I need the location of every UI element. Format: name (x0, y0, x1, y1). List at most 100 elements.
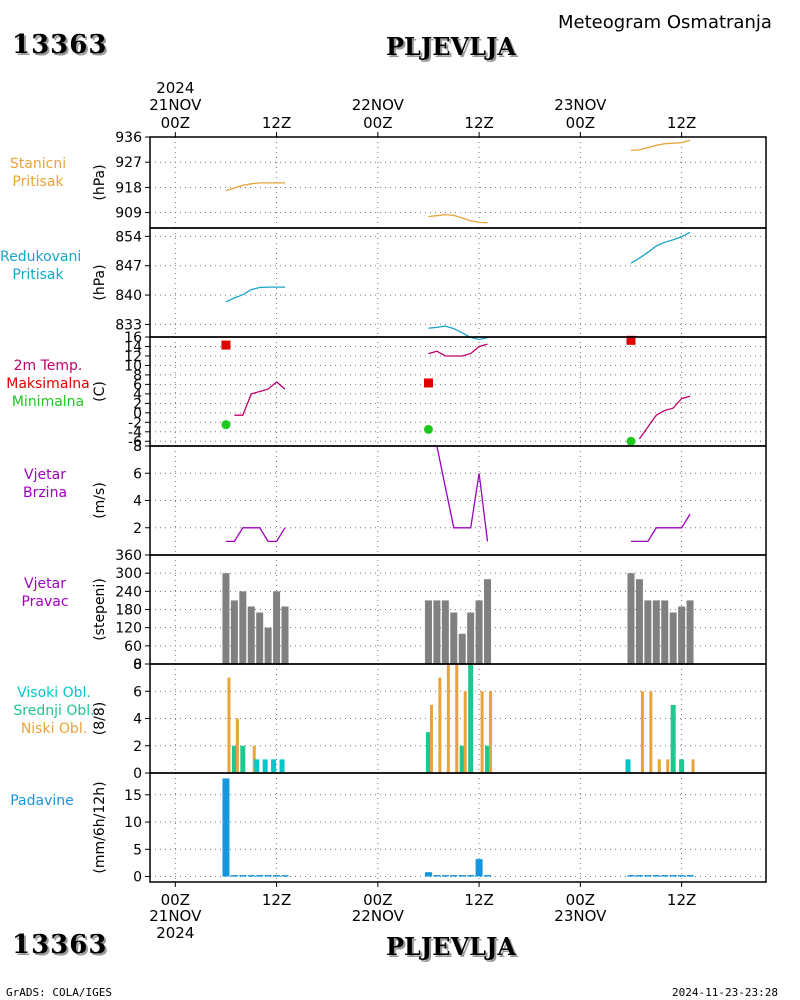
cloud-bar-mid (240, 745, 246, 773)
reduced-pressure-line (225, 286, 285, 303)
wind-dir-bar (256, 612, 264, 664)
wind-dir-bar (686, 600, 694, 664)
cloud-bar-low (455, 664, 459, 773)
y-tick-label: 5 (133, 842, 142, 858)
precip-bar (424, 872, 432, 877)
station-name-top: PLJEVLJA (386, 32, 517, 61)
wind-dir-bar (441, 600, 449, 664)
label-temp: 2m Temp. Maksimalna Minimalna (6, 358, 90, 410)
x-tick-label-top: 00Z (566, 114, 595, 132)
label-wind: Vjetar Brzina (22, 467, 68, 501)
wind-speed-line (631, 513, 691, 543)
y-tick-label: 16 (124, 330, 142, 346)
label-dir: Vjetar Pravac (21, 576, 69, 610)
cloud-bar-high (262, 759, 268, 773)
precip-bar (264, 875, 272, 877)
y-axis-label: (8/8) (92, 702, 108, 735)
wind-dir-bar (247, 606, 255, 664)
cloud-bar-low (480, 691, 484, 773)
tmax-marker (423, 378, 433, 388)
tmin-marker (626, 436, 636, 446)
wind-speed-line (428, 445, 489, 542)
y-tick-label: 840 (115, 288, 142, 304)
wind-dir-bar (450, 612, 458, 664)
y-tick-label: -4 (128, 425, 142, 441)
station-id-top: 13363 (12, 30, 108, 60)
cloud-bar-low (235, 718, 239, 773)
wind-dir-bar (281, 606, 289, 664)
y-tick-label: 4 (133, 712, 142, 728)
precip-bar (450, 875, 458, 877)
y-tick-label: 120 (115, 621, 142, 637)
cloud-bar-mid (231, 745, 237, 773)
wind-dir-bar (644, 600, 652, 664)
tmax-marker (626, 335, 636, 345)
y-tick-label: 6 (133, 377, 142, 393)
y-tick-label: 6 (133, 684, 142, 700)
y-tick-label: 240 (115, 584, 142, 600)
precip-bar (484, 875, 492, 877)
x-year-label-bottom: 2024 (156, 924, 194, 942)
y-tick-label: 2 (133, 739, 142, 755)
cloud-bar-low (463, 691, 467, 773)
tmin-marker (423, 424, 433, 434)
precip-bar (678, 875, 686, 877)
wind-speed-line (225, 527, 286, 543)
tmin-marker (221, 420, 231, 430)
temperature-line (234, 381, 286, 416)
y-axis-label: (C) (92, 381, 108, 402)
cloud-bar-low (657, 759, 661, 773)
x-tick-label-top: 12Z (262, 114, 291, 132)
y-tick-label: 15 (124, 788, 142, 804)
x-date-label-top: 22NOV (352, 96, 405, 114)
label-p-station: Stanicni Pritisak (9, 156, 67, 190)
precip-bar (652, 875, 660, 877)
precip-bar (635, 875, 643, 877)
cloud-bar-low (438, 677, 442, 773)
y-tick-label: 0 (133, 406, 142, 422)
cloud-bar-low (489, 691, 493, 773)
precip-bar (467, 875, 475, 877)
panel-frame (149, 445, 767, 556)
x-tick-label-bottom: 00Z (363, 891, 392, 909)
wind-dir-bar (467, 612, 475, 664)
y-tick-label: 60 (124, 639, 142, 655)
wind-dir-bar (661, 600, 669, 664)
precip-bar (281, 875, 289, 877)
y-tick-label: 6 (133, 466, 142, 482)
y-tick-label: 10 (124, 358, 142, 374)
cloud-bar-mid (670, 704, 676, 773)
cloud-bar-low (666, 759, 670, 773)
y-tick-label: 854 (115, 229, 142, 245)
cloud-bar-high (625, 759, 631, 773)
x-tick-label-bottom: 12Z (262, 891, 291, 909)
wind-dir-bar (669, 612, 677, 664)
reduced-pressure-line (630, 231, 691, 264)
cloud-bar-low (227, 677, 231, 773)
wind-dir-bar (475, 600, 483, 664)
wind-dir-bar (230, 600, 238, 664)
meteogram-title: Meteogram Osmatranja (558, 12, 772, 33)
x-date-label-bottom: 23NOV (554, 907, 607, 925)
x-tick-label-top: 12Z (464, 114, 493, 132)
x-year-label-top: 2024 (156, 79, 194, 97)
y-tick-label: 847 (115, 259, 142, 275)
footer-timestamp: 2024-11-23-23:28 (672, 986, 778, 999)
precip-bar (222, 778, 230, 877)
reduced-pressure-line (428, 325, 488, 341)
wind-dir-bar (239, 591, 247, 664)
precip-bar (686, 875, 694, 877)
wind-dir-bar (424, 600, 432, 664)
wind-dir-bar (484, 579, 492, 664)
x-tick-label-bottom: 12Z (464, 891, 493, 909)
cloud-bar-mid (425, 732, 431, 773)
wind-dir-bar (458, 633, 466, 664)
panel-frame (149, 227, 767, 338)
y-tick-label: 936 (115, 130, 142, 146)
cloud-bar-low (691, 759, 695, 773)
x-tick-label-top: 00Z (363, 114, 392, 132)
precip-bar (441, 875, 449, 877)
panel-frame (149, 772, 767, 883)
y-tick-label: 12 (124, 349, 142, 365)
